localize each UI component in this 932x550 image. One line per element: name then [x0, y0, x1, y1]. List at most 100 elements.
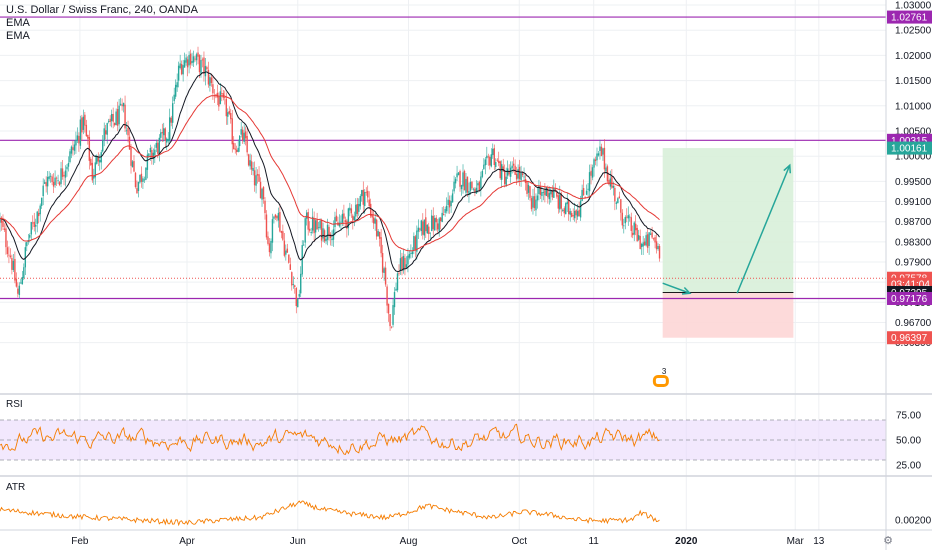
- candle-body: [255, 175, 257, 186]
- candle-body: [383, 268, 385, 273]
- price-tick-label: 0.96700: [895, 318, 932, 329]
- candle-body: [355, 204, 357, 217]
- candle-body: [414, 236, 417, 250]
- projection-arrow-down[interactable]: [662, 282, 691, 294]
- candle-body: [408, 253, 411, 258]
- price-badge-label: 0.96397: [891, 333, 928, 344]
- candle-body: [435, 217, 437, 223]
- candle-body: [563, 208, 565, 214]
- candle-body: [221, 93, 223, 95]
- event-markers[interactable]: 3: [652, 367, 669, 387]
- candle-body: [264, 200, 266, 214]
- candle-body: [151, 150, 153, 159]
- candle-body: [233, 142, 235, 150]
- candle-body: [521, 173, 524, 176]
- candle-body: [405, 264, 408, 268]
- projection-arrows[interactable]: [662, 163, 792, 295]
- profit-zone[interactable]: [662, 148, 794, 293]
- candle-body: [20, 282, 22, 284]
- candle-body: [21, 277, 24, 285]
- candle-body: [361, 190, 363, 197]
- time-axis[interactable]: Feb Apr Jun Aug Oct 11 2020 Mar 13: [71, 536, 825, 547]
- candle-body: [584, 197, 586, 198]
- candle-body: [265, 214, 268, 238]
- long-position-tool[interactable]: [662, 148, 794, 338]
- price-badge-box: [887, 331, 932, 345]
- candle-body: [29, 235, 31, 238]
- candle-body: [215, 94, 217, 96]
- candle-body: [390, 326, 393, 328]
- candle-body: [457, 172, 460, 176]
- candle-body: [298, 294, 300, 297]
- candle-body: [340, 221, 342, 223]
- price-tick-label: 1.01000: [895, 101, 932, 112]
- candle-body: [529, 186, 531, 198]
- candle-body: [45, 182, 47, 187]
- event-marker-count: 3: [662, 367, 667, 376]
- candle-body: [517, 168, 519, 179]
- candle-body: [253, 170, 256, 186]
- candle-body: [429, 232, 431, 234]
- candle-body: [642, 242, 644, 247]
- candle-body: [279, 211, 281, 232]
- candle-body: [26, 242, 28, 247]
- candle-body: [649, 233, 652, 235]
- time-tick-label: Apr: [179, 536, 195, 547]
- candle-body: [495, 162, 497, 167]
- candle-body: [447, 199, 449, 206]
- candle-body: [125, 130, 128, 132]
- price-badge-box: [887, 291, 932, 305]
- arrowhead-down[interactable]: [681, 286, 692, 295]
- candle-body: [300, 273, 302, 294]
- candle-body: [38, 212, 40, 217]
- candle-body: [349, 207, 351, 211]
- candle-body: [142, 178, 144, 182]
- candle-body: [594, 159, 597, 162]
- indicator-label-ema-2[interactable]: EMA: [6, 30, 30, 42]
- atr-pane-label[interactable]: ATR: [6, 482, 26, 493]
- candle-body: [313, 218, 315, 234]
- candle-body: [338, 222, 341, 227]
- candle-body: [160, 132, 162, 138]
- candle-body: [236, 149, 238, 153]
- candle-body: [609, 178, 612, 187]
- candle-body: [411, 251, 414, 255]
- candle-body: [602, 148, 604, 155]
- candle-body: [207, 69, 210, 85]
- gear-icon[interactable]: ⚙: [883, 535, 893, 547]
- candle-body: [200, 60, 202, 74]
- price-tick-label: 1.03000: [895, 1, 932, 12]
- indicator-label-ema-1[interactable]: EMA: [6, 17, 30, 29]
- candle-body: [9, 255, 12, 258]
- candle-body: [579, 200, 582, 218]
- candle-body: [314, 220, 317, 233]
- candle-body: [17, 288, 19, 294]
- loss-zone[interactable]: [662, 292, 794, 338]
- horizontal-levels[interactable]: [0, 16, 886, 300]
- candle-body: [527, 184, 530, 193]
- candle-body: [70, 146, 73, 154]
- candle-body: [189, 53, 192, 65]
- candle-body: [459, 171, 461, 187]
- candle-body: [87, 134, 89, 139]
- candle-body: [0, 218, 1, 223]
- candle-body: [572, 215, 574, 217]
- candle-body: [557, 195, 559, 209]
- candle-body: [503, 170, 506, 184]
- candle-body: [511, 165, 513, 169]
- projection-arrow-up[interactable]: [736, 164, 791, 294]
- candle-body: [585, 190, 588, 195]
- candle-body: [542, 192, 545, 193]
- arrowhead-up[interactable]: [783, 163, 792, 174]
- candle-body: [350, 208, 353, 214]
- candle-body: [170, 117, 172, 123]
- price-axis[interactable]: 1.03000 1.02500 1.02000 1.01500 1.01000 1.005…: [895, 1, 932, 527]
- candle-body: [146, 154, 149, 170]
- candle-body: [487, 156, 490, 158]
- candle-body: [364, 192, 366, 207]
- rsi-pane-label[interactable]: RSI: [6, 399, 23, 410]
- candle-body: [536, 195, 539, 201]
- candle-body: [102, 140, 104, 152]
